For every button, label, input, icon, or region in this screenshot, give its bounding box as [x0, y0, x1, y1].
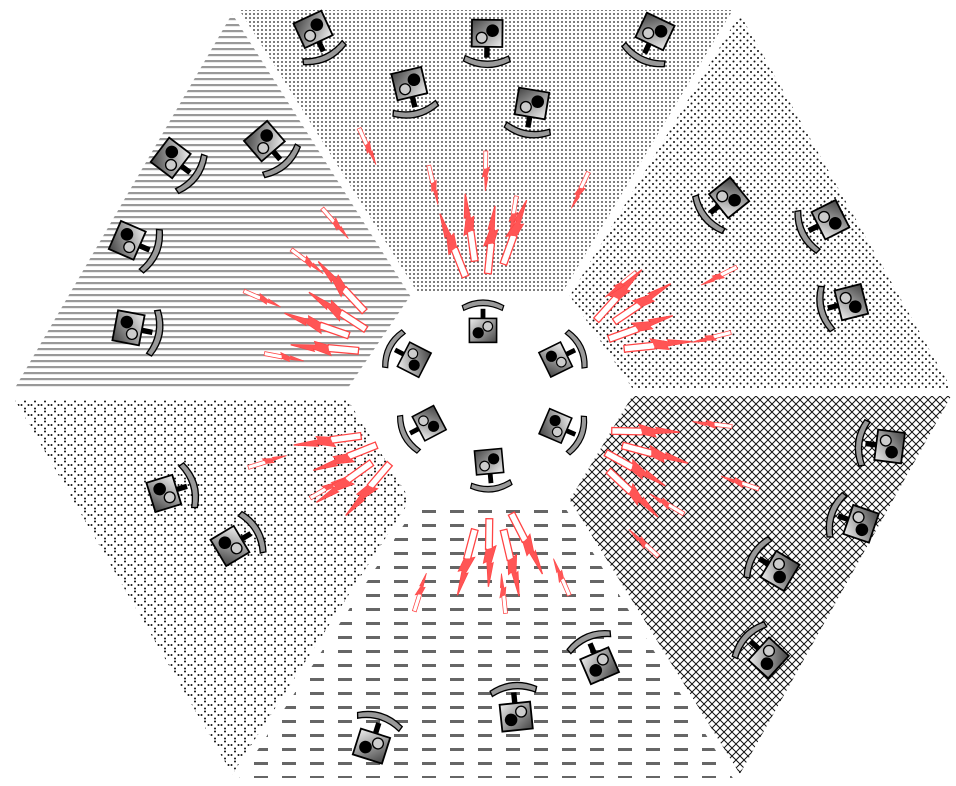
robot — [391, 398, 451, 457]
robot — [461, 299, 505, 344]
sectors — [4, 2, 956, 786]
robot — [535, 401, 593, 458]
robot — [534, 326, 593, 385]
robot — [466, 447, 514, 495]
